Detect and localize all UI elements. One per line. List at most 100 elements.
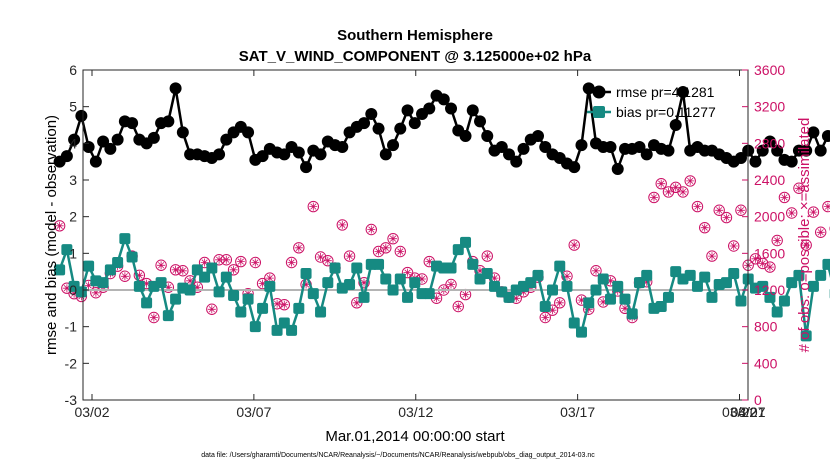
right-axis-label: # of obs: o=possible; ×=assimilated — [796, 118, 813, 353]
bias-point — [133, 280, 145, 292]
obs-count-marker — [814, 226, 827, 238]
obs-count-marker — [322, 254, 334, 267]
bias-point — [662, 291, 674, 303]
bias-point — [684, 269, 696, 281]
x-tick-label: 04/01 — [730, 404, 765, 420]
obs-count-marker — [655, 177, 667, 190]
obs-count-marker — [155, 259, 167, 271]
obs-count-marker — [735, 204, 747, 216]
bias-point — [358, 291, 370, 303]
rmse-point — [292, 146, 305, 159]
bias-point — [771, 306, 783, 318]
bias-point — [206, 262, 218, 274]
rmse-point — [147, 131, 160, 144]
bias-point — [822, 258, 830, 270]
bias-point — [344, 279, 356, 290]
legend-rmse-label: rmse pr=4.1281 — [616, 84, 715, 100]
obs-count-marker — [293, 242, 305, 254]
rmse-point — [379, 148, 392, 161]
x-tick-label: 03/22 — [722, 404, 757, 420]
bias-point — [220, 271, 232, 283]
bias-point — [286, 324, 298, 336]
obs-count-marker — [713, 204, 725, 216]
rmse-point — [256, 150, 269, 163]
rmse-point — [821, 130, 830, 142]
bias-point — [641, 269, 653, 281]
bias-point — [213, 286, 225, 298]
bias-point — [778, 295, 790, 307]
obs-count-marker — [401, 266, 414, 279]
obs-count-marker — [445, 278, 457, 291]
bias-point — [481, 268, 493, 279]
bias-point — [764, 291, 776, 303]
rmse-point — [662, 144, 675, 157]
rmse-point — [89, 155, 102, 168]
bias-point — [293, 302, 305, 314]
right-tick-label: 2000 — [754, 209, 785, 225]
x-tick-label: 03/02 — [74, 404, 109, 420]
rmse-point — [474, 115, 487, 128]
bias-point — [373, 258, 385, 270]
obs-count-marker — [177, 265, 189, 277]
rmse-point — [68, 133, 81, 146]
left-tick-label: 4 — [69, 135, 77, 151]
left-tick-label: -2 — [65, 355, 78, 371]
bias-point — [583, 297, 595, 309]
rmse-point — [387, 139, 400, 152]
rmse-point — [466, 104, 479, 117]
obs-count-marker — [278, 298, 291, 311]
bias-point — [546, 284, 558, 296]
bias-point — [155, 277, 167, 289]
bias-point — [423, 288, 435, 300]
data-file-footer: data file: /Users/gharamti/Documents/NCA… — [201, 452, 595, 459]
left-axis-ticks: -3 -2 -1 0 1 2 3 4 5 6 — [65, 62, 89, 408]
bias-point — [387, 284, 399, 296]
rmse-point — [408, 117, 421, 130]
rmse-point — [800, 144, 813, 157]
x-tick-label: 03/17 — [560, 404, 595, 420]
bias-point — [380, 273, 392, 285]
right-tick-label: 3200 — [754, 99, 785, 115]
obs-count-marker — [756, 257, 769, 270]
rmse-point — [60, 150, 73, 163]
obs-count-marker — [691, 200, 704, 213]
rmse-series — [53, 82, 830, 175]
obs-count-marker — [452, 300, 464, 313]
rmse-point — [358, 117, 371, 130]
bias-point — [242, 293, 254, 305]
bias-point — [532, 269, 544, 281]
rmse-point — [242, 126, 255, 139]
rmse-point — [814, 144, 827, 157]
obs-count-marker — [793, 182, 805, 194]
left-tick-label: -3 — [65, 392, 78, 408]
rmse-point — [749, 155, 762, 168]
left-tick-label: 1 — [69, 245, 77, 261]
obs-count-marker — [706, 250, 718, 262]
bias-point — [575, 326, 587, 338]
bias-point — [467, 258, 479, 270]
bias-series — [54, 233, 830, 342]
legend-bias-label: bias pr=0.11277 — [616, 104, 716, 120]
bias-point — [119, 233, 131, 245]
obs-count-marker — [677, 186, 689, 198]
obs-count-marker — [249, 256, 262, 269]
rmse-point — [510, 155, 523, 168]
rmse-point — [807, 126, 820, 139]
rmse-point — [532, 130, 545, 142]
obs-count-marker — [764, 261, 776, 273]
obs-count-marker — [771, 234, 783, 247]
obs-count-marker — [648, 191, 660, 204]
obs-count-marker — [539, 311, 551, 324]
right-tick-label: 2800 — [754, 135, 785, 151]
legend: rmse pr=4.1281 bias pr=0.11277 — [587, 84, 716, 120]
rmse-point — [75, 109, 88, 122]
bias-point — [800, 330, 812, 342]
bias-point — [126, 251, 138, 263]
left-tick-label: -1 — [65, 319, 78, 335]
bias-point — [554, 260, 566, 272]
rmse-point — [763, 135, 776, 148]
rmse-point — [365, 108, 378, 120]
right-tick-label: 3600 — [754, 62, 785, 78]
obs-count-marker — [90, 287, 102, 299]
